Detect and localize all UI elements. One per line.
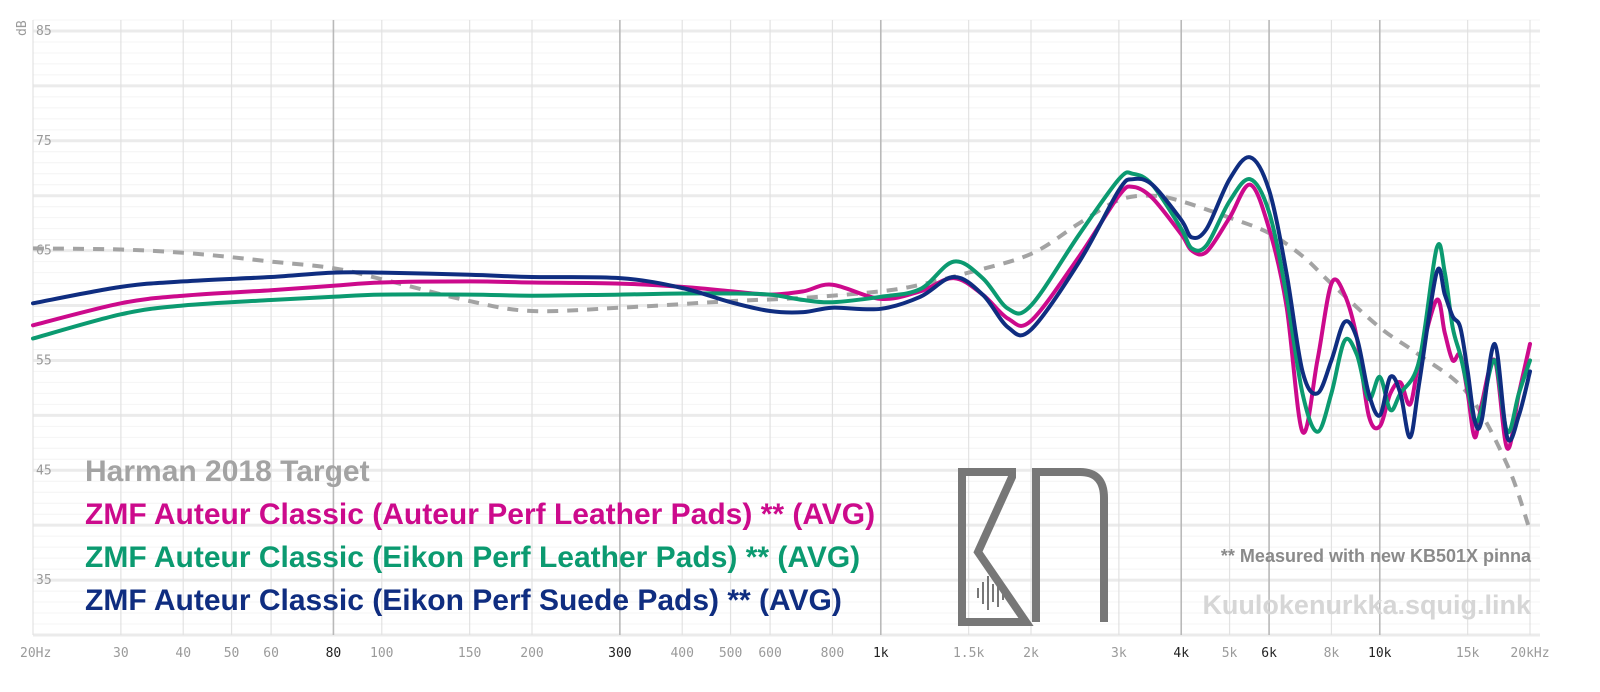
x-tick-label: 80 [326, 646, 342, 661]
measurement-note: ** Measured with new KB501X pinna [1221, 546, 1532, 566]
x-axis: 20Hz 30 40 50 60 80 100 150 200 300 400 500 600 800 1k… [20, 646, 1550, 661]
y-tick-label: 75 [36, 134, 52, 149]
x-tick-label: 400 [670, 646, 693, 661]
legend-entry-0: Harman 2018 Target [85, 455, 370, 488]
y-tick-label: 45 [36, 463, 52, 478]
x-tick-label: 3k [1111, 646, 1127, 661]
x-tick-label: 20Hz [20, 646, 51, 661]
x-tick-label: 10k [1368, 646, 1392, 661]
legend-entry-1: ZMF Auteur Classic (Auteur Perf Leather … [85, 498, 875, 531]
x-tick-label: 20kHz [1510, 646, 1549, 661]
x-tick-label: 1k [873, 646, 889, 661]
x-tick-label: 50 [224, 646, 240, 661]
x-tick-label: 2k [1023, 646, 1039, 661]
y-tick-label: 65 [36, 244, 52, 259]
legend-entry-3: ZMF Auteur Classic (Eikon Perf Suede Pad… [85, 584, 842, 617]
x-tick-label: 8k [1324, 646, 1340, 661]
series-line-1 [31, 182, 1532, 451]
x-tick-label: 300 [608, 646, 631, 661]
site-watermark: Kuulokenurkka.squig.link [1202, 590, 1532, 620]
y-axis-label: dB [15, 20, 30, 36]
curves [31, 155, 1532, 532]
y-tick-label: 85 [36, 24, 52, 39]
legend-entry-2: ZMF Auteur Classic (Eikon Perf Leather P… [85, 541, 860, 574]
x-tick-label: 30 [113, 646, 129, 661]
y-axis: 85 75 65 55 45 35 [36, 24, 52, 588]
x-tick-label: 15k [1456, 646, 1480, 661]
series-line-3 [31, 155, 1532, 443]
x-tick-label: 60 [263, 646, 279, 661]
x-tick-label: 200 [520, 646, 543, 661]
x-tick-label: 4k [1173, 646, 1189, 661]
x-tick-label: 100 [370, 646, 393, 661]
series-line-2 [31, 170, 1532, 435]
x-tick-label: 6k [1261, 646, 1277, 661]
x-tick-label: 600 [758, 646, 781, 661]
x-tick-label: 1.5k [953, 646, 984, 661]
kn-logo [958, 468, 1108, 626]
x-tick-label: 40 [175, 646, 191, 661]
legend: Harman 2018 Target ZMF Auteur Classic (Au… [85, 455, 875, 617]
x-tick-label: 5k [1222, 646, 1238, 661]
x-tick-label: 800 [821, 646, 844, 661]
grid [32, 19, 1540, 637]
x-tick-label: 150 [458, 646, 481, 661]
y-tick-label: 55 [36, 353, 52, 368]
x-tick-label: 500 [719, 646, 742, 661]
y-tick-label: 35 [36, 573, 52, 588]
